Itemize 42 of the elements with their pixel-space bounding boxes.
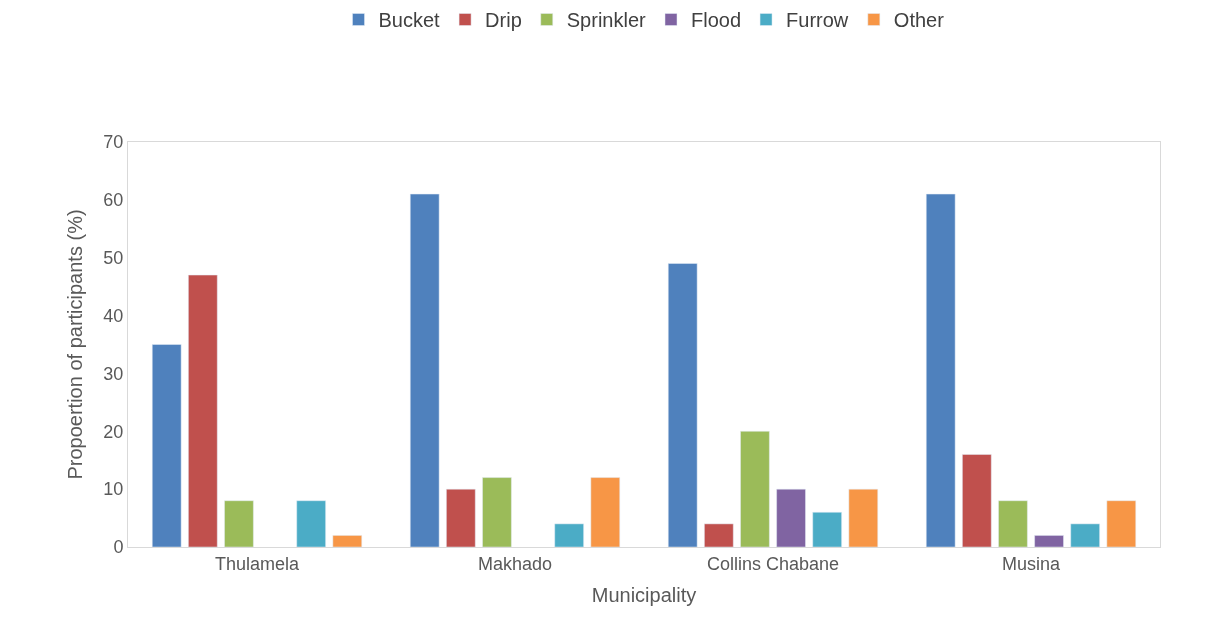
bar — [740, 431, 770, 547]
bar — [590, 477, 620, 547]
y-tick-label: 40 — [103, 305, 124, 326]
legend-label: Drip — [485, 9, 522, 32]
legend-label: Flood — [691, 9, 742, 32]
bar — [1034, 535, 1064, 547]
x-tick-label: Musina — [1001, 553, 1061, 574]
bar — [332, 535, 362, 547]
bar — [998, 500, 1028, 547]
y-axis-title: Propoertion of participants (%) — [63, 209, 86, 480]
x-axis-title: Municipality — [591, 584, 697, 607]
legend-label: Furrow — [786, 9, 849, 32]
y-tick-label: 10 — [103, 479, 124, 500]
legend-label: Bucket — [378, 9, 441, 32]
x-tick-label: Collins Chabane — [706, 553, 840, 574]
legend-label: Sprinkler — [566, 9, 647, 32]
bar — [962, 454, 992, 547]
x-tick-label: Makhado — [477, 553, 553, 574]
bar — [1106, 500, 1136, 547]
bar — [1070, 523, 1100, 547]
legend-label: Other — [893, 9, 945, 32]
y-tick-label: 30 — [103, 363, 124, 384]
bar — [482, 477, 512, 547]
bar — [776, 488, 806, 547]
y-tick-label: 70 — [103, 132, 124, 153]
bar — [704, 523, 734, 547]
bar — [152, 344, 182, 547]
bar — [410, 193, 440, 547]
x-tick-label: Thulamela — [214, 553, 301, 574]
y-tick-label: 0 — [113, 537, 124, 558]
bar — [812, 512, 842, 547]
y-tick-label: 20 — [103, 421, 124, 442]
bar — [668, 263, 698, 547]
bar — [446, 488, 476, 547]
y-tick-label: 60 — [103, 190, 124, 211]
bar — [296, 500, 326, 547]
y-tick-label: 50 — [103, 248, 124, 269]
bar — [554, 523, 584, 547]
bar — [926, 193, 956, 547]
bar — [224, 500, 254, 547]
bar — [848, 488, 878, 547]
bar — [188, 274, 218, 547]
